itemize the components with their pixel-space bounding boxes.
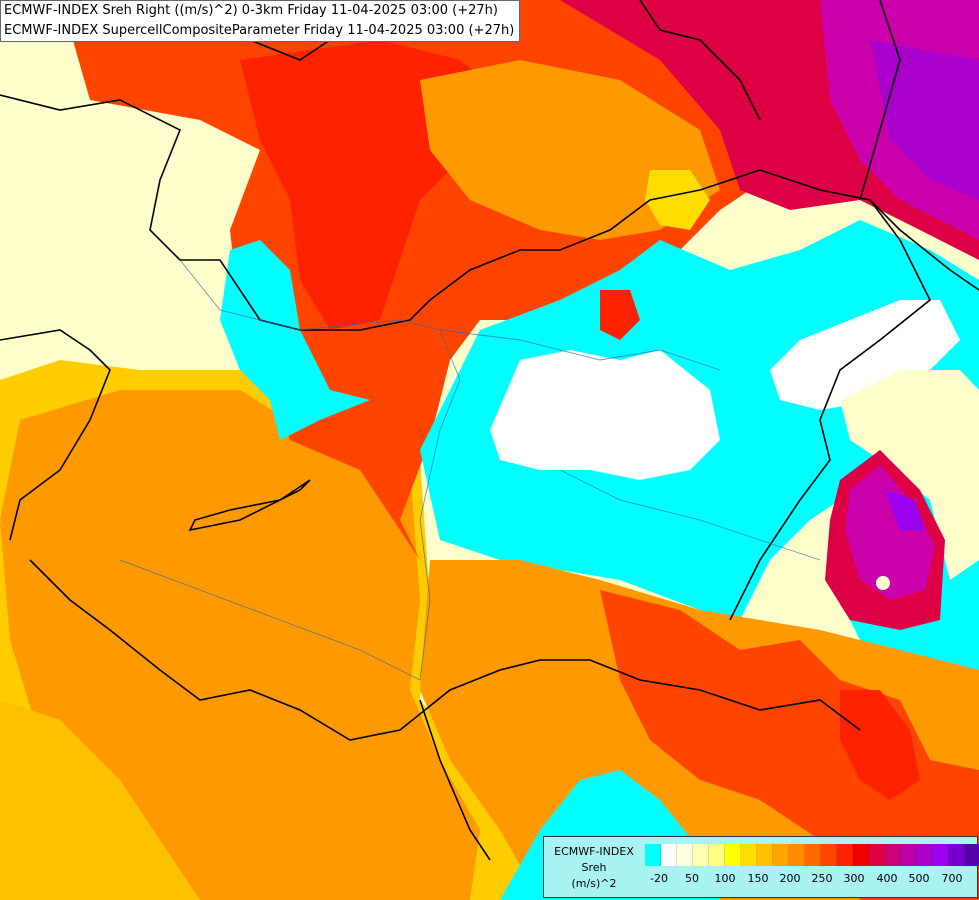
legend-swatch (725, 844, 741, 866)
field-red-southeast (600, 590, 979, 900)
rivers (119, 259, 821, 681)
legend-swatch (821, 844, 837, 866)
field-cyan-west (220, 240, 370, 440)
legend-swatch (901, 844, 917, 866)
legend-swatch (805, 844, 821, 866)
legend-tick-label: 250 (811, 872, 833, 885)
legend-tick-label: 150 (747, 872, 769, 885)
legend-swatch (645, 844, 661, 866)
field-yellow-southwest-core (0, 700, 200, 900)
field-white-east (490, 350, 720, 480)
field-magenta-east-blob (845, 465, 935, 600)
legend-swatches (645, 844, 979, 866)
legend-swatch (757, 844, 773, 866)
field-purple-northeast (870, 40, 979, 200)
legend-source: ECMWF-INDEX (554, 845, 634, 858)
legend-swatch (773, 844, 789, 866)
legend-swatch (837, 844, 853, 866)
legend-swatch (709, 844, 725, 866)
legend-tick-label: -20 (650, 872, 668, 885)
legend-variable: Sreh (581, 861, 607, 874)
legend-tick-label: 500 (908, 872, 930, 885)
map-title-sreh: ECMWF-INDEX Sreh Right ((m/s)^2) 0-3km F… (4, 3, 498, 18)
legend-tick-label: 300 (843, 872, 865, 885)
map-title-scp: ECMWF-INDEX SupercellCompositeParameter … (4, 23, 515, 38)
legend-tick-label: 100 (714, 872, 736, 885)
legend-tick-label: 700 (941, 872, 963, 885)
legend-swatch (853, 844, 869, 866)
color-legend: ECMWF-INDEX Sreh (m/s)^2 -20 50 100 150 200 2… (543, 836, 979, 898)
legend-unit: (m/s)^2 (571, 877, 617, 890)
field-red-center-spot (600, 290, 640, 340)
legend-tick-label: 50 (685, 872, 699, 885)
field-white-east-2 (770, 300, 960, 410)
legend-swatch (693, 844, 709, 866)
legend-swatch (789, 844, 805, 866)
legend-swatch (885, 844, 901, 866)
legend-tick-label: 400 (876, 872, 898, 885)
legend-swatch (677, 844, 693, 866)
legend-swatch (917, 844, 933, 866)
legend-swatch (949, 844, 965, 866)
legend-tick-label: 200 (779, 872, 801, 885)
legend-swatch (741, 844, 757, 866)
legend-swatch (965, 844, 979, 866)
map-title-box: ECMWF-INDEX Sreh Right ((m/s)^2) 0-3km F… (0, 0, 520, 42)
field-orange-southwest (0, 390, 480, 900)
legend-ticks: -20 50 100 150 200 250 300 400 500 700 (645, 872, 975, 888)
field-orange-north (420, 60, 720, 240)
field-dark-red-southeast (840, 690, 920, 800)
field-white-dot (876, 576, 890, 590)
field-purple-east-blob (885, 490, 925, 530)
field-yellow-north-spot (645, 170, 710, 230)
legend-swatch (933, 844, 949, 866)
legend-swatch (869, 844, 885, 866)
field-pale-east (840, 370, 979, 580)
legend-swatch (661, 844, 677, 866)
